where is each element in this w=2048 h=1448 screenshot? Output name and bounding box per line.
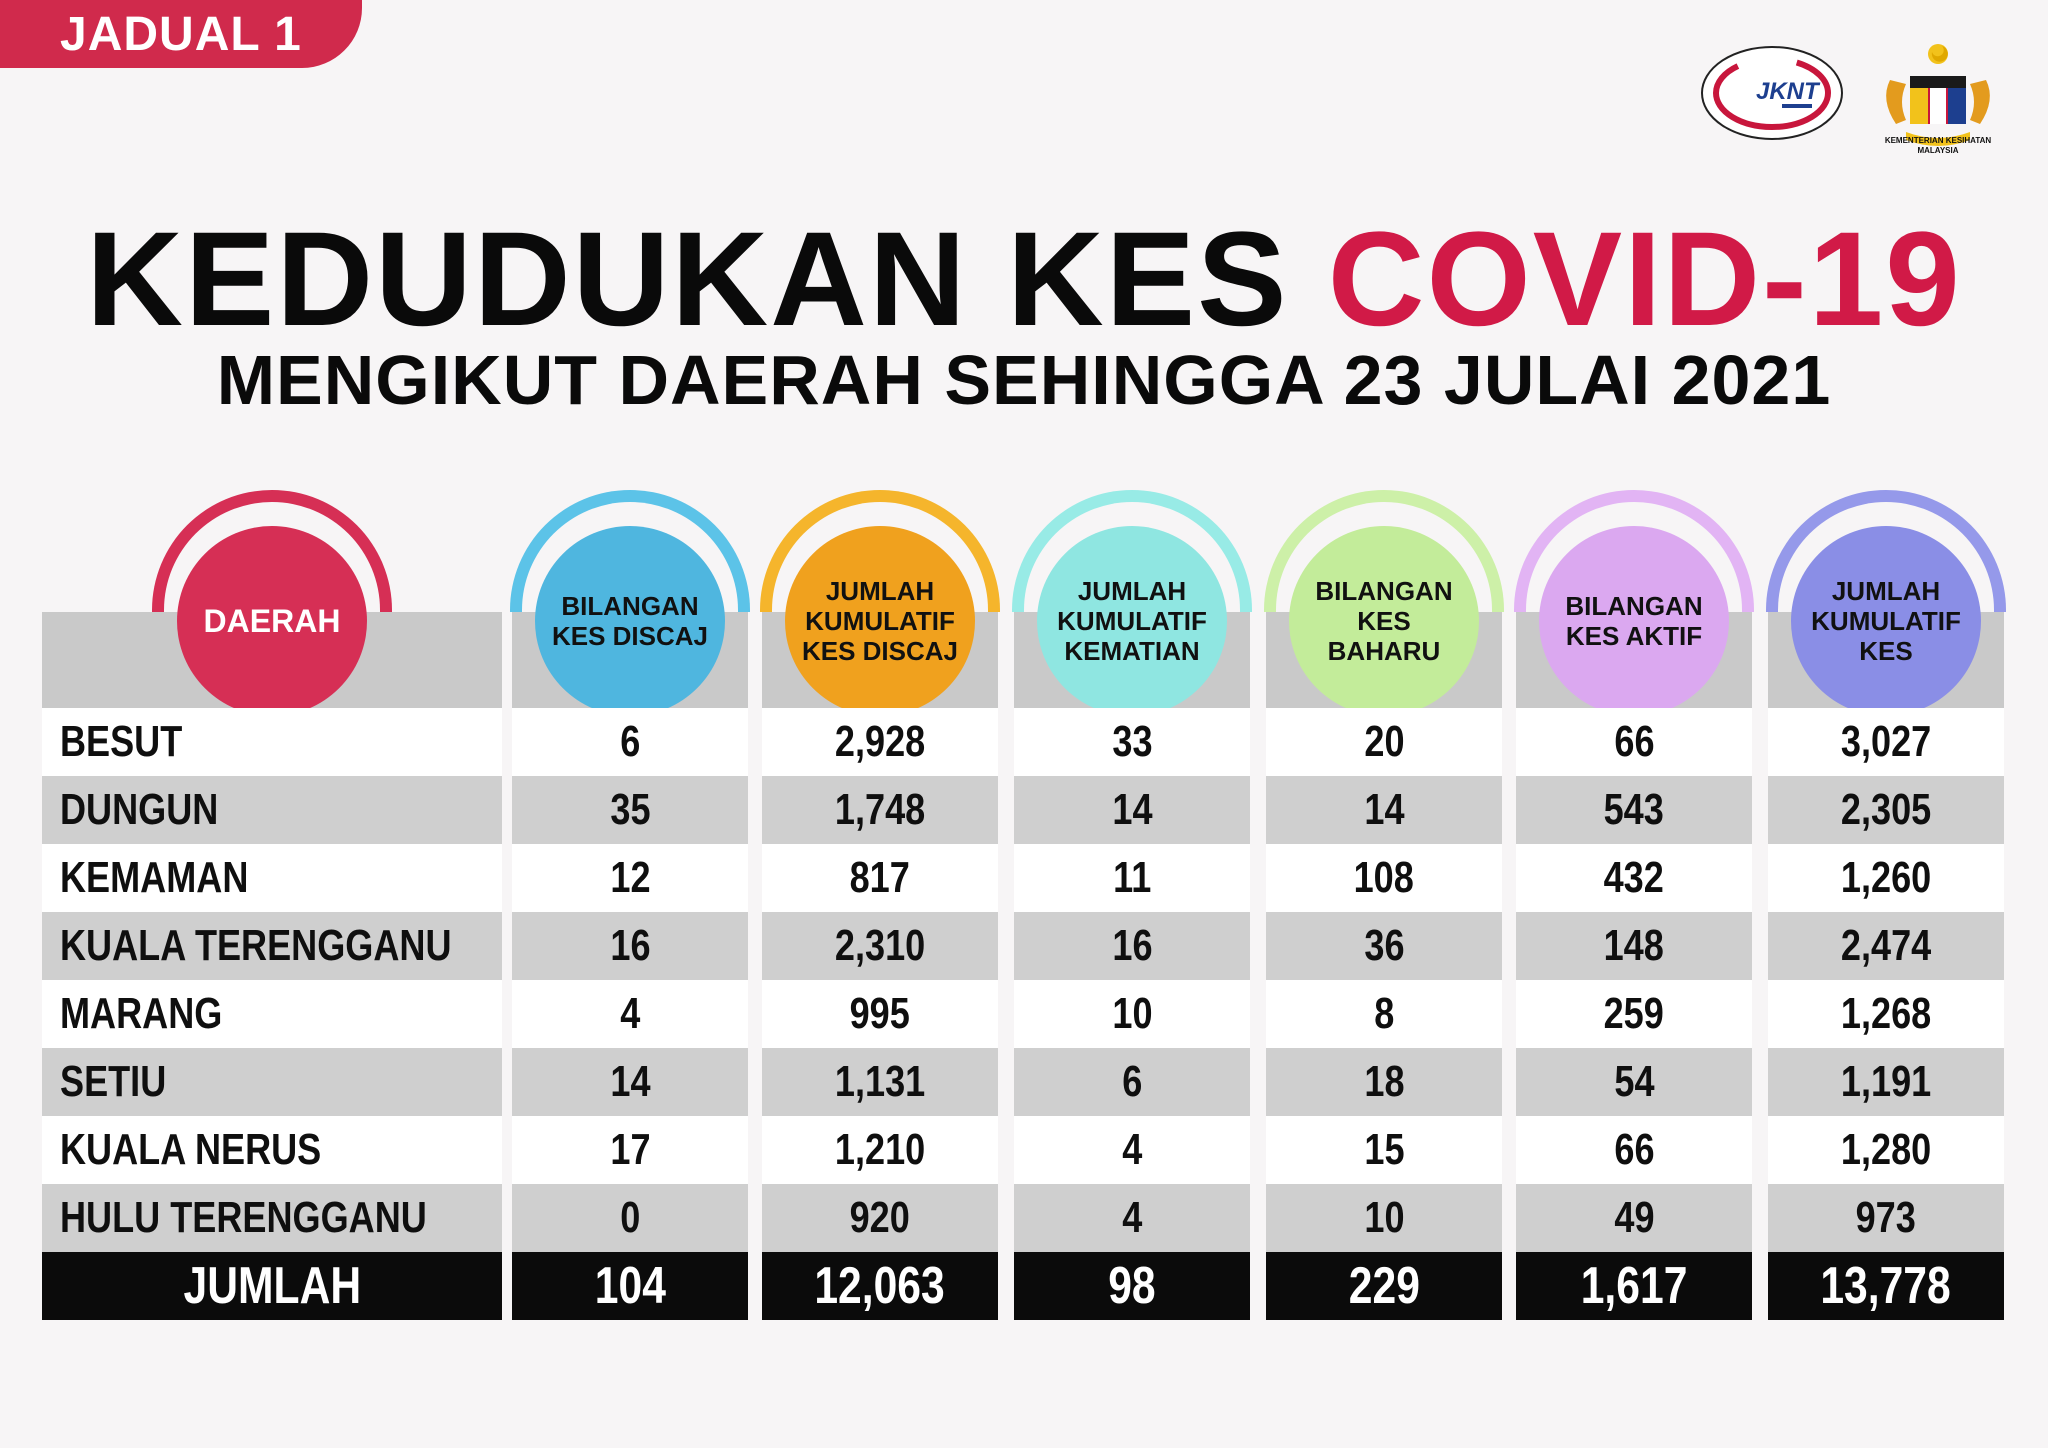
header-discaj: BILANGAN KES DISCAJ — [535, 526, 725, 716]
cell-value: 108 — [1353, 853, 1415, 902]
cell-value: 2,474 — [1840, 921, 1932, 970]
cell-value: 543 — [1603, 785, 1665, 834]
cell-value: 8 — [1373, 989, 1395, 1038]
header-aktif: BILANGAN KES AKTIF — [1539, 526, 1729, 716]
cell-value: 1,748 — [834, 785, 926, 834]
district-name: HULU TERENGGANU — [42, 1184, 502, 1252]
cell-value: 1,268 — [1840, 989, 1932, 1038]
cell-value: 1,210 — [834, 1125, 926, 1174]
cell-value: 35 — [609, 785, 651, 834]
cell-value: 18 — [1363, 1057, 1405, 1106]
cell-value: 3,027 — [1840, 717, 1932, 766]
cell-value: 6 — [619, 717, 641, 766]
cell-value: 14 — [609, 1057, 651, 1106]
cell-value: 1,280 — [1840, 1125, 1932, 1174]
total-discaj: 104 — [512, 1252, 748, 1320]
header-baharu: BILANGAN KES BAHARU — [1289, 526, 1479, 716]
title-accent: COVID-19 — [1327, 205, 1962, 354]
header-kumulatif-discaj: JUMLAH KUMULATIF KES DISCAJ — [785, 526, 975, 716]
cell-value: 259 — [1603, 989, 1665, 1038]
district-name: SETIU — [42, 1048, 502, 1116]
cell-value: 148 — [1603, 921, 1665, 970]
total-kumulatif-kes: 13,778 — [1768, 1252, 2004, 1320]
cell-value: 66 — [1613, 717, 1655, 766]
total-kematian: 98 — [1014, 1252, 1250, 1320]
cell-value: 15 — [1363, 1125, 1405, 1174]
district-name: MARANG — [42, 980, 502, 1048]
cell-value: 1,260 — [1840, 853, 1932, 902]
district-name: DUNGUN — [42, 776, 502, 844]
cell-value: 973 — [1855, 1193, 1917, 1242]
district-name: BESUT — [42, 708, 502, 776]
cell-value: 995 — [849, 989, 911, 1038]
title-main: KEDUDUKAN KES — [86, 205, 1289, 354]
cell-value: 817 — [849, 853, 911, 902]
cell-value: 6 — [1121, 1057, 1143, 1106]
cell-value: 2,310 — [834, 921, 926, 970]
cell-value: 10 — [1363, 1193, 1405, 1242]
cell-value: 920 — [849, 1193, 911, 1242]
cell-value: 11 — [1112, 853, 1152, 902]
cell-value: 14 — [1363, 785, 1405, 834]
kkm-crest-logo — [1886, 44, 1990, 146]
page-title: KEDUDUKAN KES COVID-19 — [0, 200, 2048, 360]
header-kumulatif-kes: JUMLAH KUMULATIF KES — [1791, 526, 1981, 716]
cell-value: 0 — [619, 1193, 641, 1242]
total-kumulatif-discaj: 12,063 — [762, 1252, 998, 1320]
cell-value: 12 — [609, 853, 651, 902]
cell-value: 4 — [1121, 1125, 1143, 1174]
cell-value: 10 — [1111, 989, 1153, 1038]
table-number-tag: JADUAL 1 — [0, 0, 362, 68]
cell-value: 16 — [1111, 921, 1153, 970]
cell-value: 432 — [1603, 853, 1665, 902]
header-kematian: JUMLAH KUMULATIF KEMATIAN — [1037, 526, 1227, 716]
cell-value: 33 — [1111, 717, 1153, 766]
cell-value: 1,191 — [1840, 1057, 1932, 1106]
cell-value: 4 — [1121, 1193, 1143, 1242]
total-aktif: 1,617 — [1516, 1252, 1752, 1320]
total-baharu: 229 — [1266, 1252, 1502, 1320]
jkn-terengganu-logo: JKNT — [1701, 46, 1843, 140]
jkn-logo-text: JKNT — [1756, 78, 1821, 105]
cell-value: 17 — [609, 1125, 651, 1174]
cell-value: 49 — [1613, 1193, 1655, 1242]
cell-value: 2,305 — [1840, 785, 1932, 834]
district-name: KUALA NERUS — [42, 1116, 502, 1184]
cell-value: 4 — [619, 989, 641, 1038]
district-name: KUALA TERENGGANU — [42, 912, 502, 980]
cell-value: 16 — [609, 921, 651, 970]
cell-value: 14 — [1111, 785, 1153, 834]
cell-value: 66 — [1613, 1125, 1655, 1174]
header-daerah: DAERAH — [177, 526, 367, 716]
total-label: JUMLAH — [42, 1252, 502, 1320]
kkm-caption: KEMENTERIAN KESIHATAN MALAYSIA — [1884, 136, 1992, 155]
cell-value: 36 — [1363, 921, 1405, 970]
cell-value: 2,928 — [834, 717, 926, 766]
district-name: KEMAMAN — [42, 844, 502, 912]
cell-value: 20 — [1363, 717, 1405, 766]
cell-value: 1,131 — [834, 1057, 926, 1106]
page-subtitle: MENGIKUT DAERAH SEHINGGA 23 JULAI 2021 — [216, 341, 1832, 419]
cell-value: 54 — [1613, 1057, 1655, 1106]
